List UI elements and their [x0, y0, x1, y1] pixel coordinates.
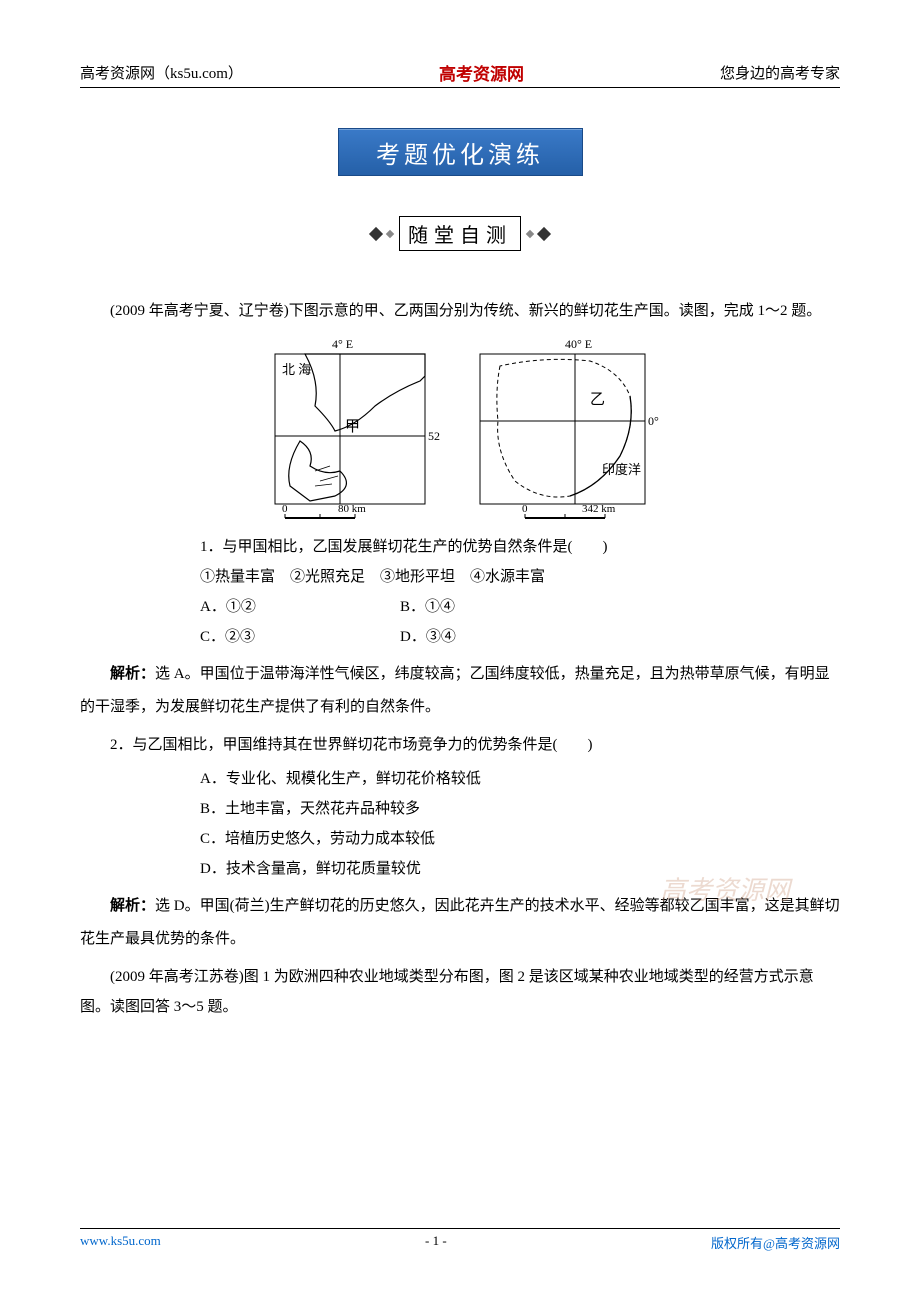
footer-page-number: - 1 -: [425, 1233, 447, 1252]
analysis-label: 解析：: [110, 898, 155, 914]
map-yi-ocean: 印度洋: [602, 462, 641, 477]
map-jia-lon: 4° E: [332, 337, 353, 351]
q1-option-d: D．③④: [400, 622, 456, 652]
intro-paragraph: (2009 年高考宁夏、辽宁卷)下图示意的甲、乙两国分别为传统、新兴的鲜切花生产…: [80, 296, 840, 326]
header-right: 您身边的高考专家: [720, 62, 840, 83]
q2-option-d: D．技术含量高，鲜切花质量较优: [200, 854, 840, 884]
q2-option-c: C．培植历史悠久，劳动力成本较低: [200, 824, 840, 854]
q2-option-b: B．土地丰富，天然花卉品种较多: [200, 794, 840, 824]
q1-option-c: C．②③: [200, 622, 400, 652]
intro-2: (2009 年高考江苏卷)图 1 为欧洲四种农业地域类型分布图，图 2 是该区域…: [80, 962, 840, 1022]
map-jia: 4° E 北 海 甲 52°N 0 80 km: [260, 336, 440, 526]
question-1: 1．与甲国相比，乙国发展鲜切花生产的优势自然条件是( ) ①热量丰富 ②光照充足…: [200, 532, 840, 652]
map-yi: 40° E 乙 0° 印度洋 0 342 km: [470, 336, 660, 526]
header-center-brand: 高考资源网: [439, 60, 524, 85]
map-yi-scale-km: 342 km: [582, 503, 616, 515]
header-left: 高考资源网（ks5u.com）: [80, 62, 243, 83]
map-jia-sea: 北 海: [282, 362, 311, 377]
title-banner-text: 考题优化演练: [376, 135, 544, 170]
map-jia-lat: 52°N: [428, 429, 440, 443]
map-jia-scale-km: 80 km: [338, 503, 366, 515]
map-jia-scale-0: 0: [282, 503, 288, 515]
map-yi-label: 乙: [590, 392, 605, 408]
page-footer: www.ks5u.com - 1 - 版权所有@高考资源网: [80, 1228, 840, 1252]
footer-url: www.ks5u.com: [80, 1233, 161, 1252]
q1-option-b: B．①④: [400, 592, 455, 622]
q2-option-a: A．专业化、规模化生产，鲜切花价格较低: [200, 764, 840, 794]
diamond-icon: [537, 226, 551, 240]
question-2-options: A．专业化、规模化生产，鲜切花价格较低 B．土地丰富，天然花卉品种较多 C．培植…: [200, 764, 840, 884]
map-yi-scale-0: 0: [522, 503, 528, 515]
page-header: 高考资源网（ks5u.com） 高考资源网 您身边的高考专家: [80, 60, 840, 88]
q2-analysis-text: 选 D。甲国(荷兰)生产鲜切花的历史悠久，因此花卉生产的技术水平、经验等都较乙国…: [80, 898, 840, 947]
diamond-icon: [369, 226, 383, 240]
footer-copyright: 版权所有@高考资源网: [711, 1233, 840, 1252]
q1-option-a: A．①②: [200, 592, 400, 622]
q2-analysis: 解析：选 D。甲国(荷兰)生产鲜切花的历史悠久，因此花卉生产的技术水平、经验等都…: [80, 890, 840, 956]
map-yi-lat: 0°: [648, 414, 659, 428]
q1-stem: 1．与甲国相比，乙国发展鲜切花生产的优势自然条件是( ): [200, 532, 840, 562]
subhead-text: 随堂自测: [399, 216, 521, 251]
q1-analysis-text: 选 A。甲国位于温带海洋性气候区，纬度较高；乙国纬度较低，热量充足，且为热带草原…: [80, 666, 830, 715]
map-figure: 4° E 北 海 甲 52°N 0 80 km 40° E 乙 0°: [80, 336, 840, 526]
q1-conditions: ①热量丰富 ②光照充足 ③地形平坦 ④水源丰富: [200, 562, 840, 592]
title-banner: 考题优化演练: [338, 128, 583, 176]
section-subhead: 随堂自测: [80, 216, 840, 251]
map-jia-label: 甲: [345, 419, 360, 435]
analysis-label: 解析：: [110, 666, 155, 682]
diamond-icon: [526, 229, 534, 237]
q1-analysis: 解析：选 A。甲国位于温带海洋性气候区，纬度较高；乙国纬度较低，热量充足，且为热…: [80, 658, 840, 724]
map-yi-lon: 40° E: [565, 337, 592, 351]
diamond-icon: [386, 229, 394, 237]
q2-stem: 2．与乙国相比，甲国维持其在世界鲜切花市场竞争力的优势条件是( ): [80, 730, 840, 760]
